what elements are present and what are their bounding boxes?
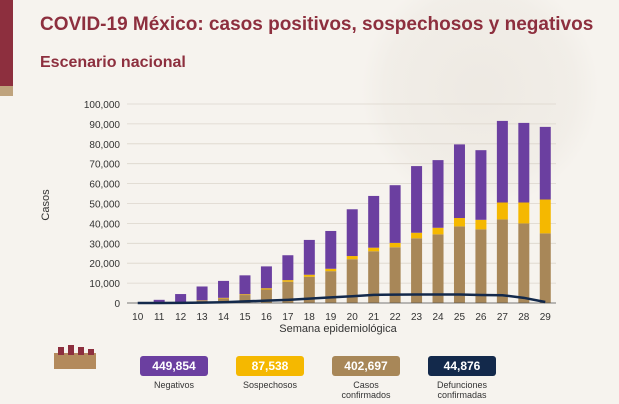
bar-negativos bbox=[453, 144, 465, 219]
bar-casos-confirmados bbox=[325, 271, 337, 303]
bar-negativos bbox=[411, 166, 423, 233]
x-tick-label: 21 bbox=[368, 312, 380, 323]
y-tick-label: 50,000 bbox=[89, 200, 120, 211]
bar-sospechosos bbox=[539, 199, 551, 234]
bar-sospechosos bbox=[411, 232, 423, 239]
y-axis-label: Casos bbox=[40, 189, 52, 221]
bar-negativos bbox=[475, 150, 487, 220]
x-tick-label: 23 bbox=[411, 312, 423, 323]
y-tick-label: 10,000 bbox=[89, 279, 120, 290]
bar-sospechosos bbox=[518, 202, 530, 224]
x-tick-label: 14 bbox=[218, 312, 230, 323]
y-tick-label: 70,000 bbox=[89, 160, 120, 171]
bar-sospechosos bbox=[303, 274, 315, 277]
bar-negativos bbox=[432, 160, 444, 228]
bar-sospechosos bbox=[432, 227, 444, 235]
bar-casos-confirmados bbox=[539, 233, 551, 303]
bar-negativos bbox=[325, 230, 337, 269]
bar-sospechosos bbox=[282, 280, 294, 282]
bar-negativos bbox=[282, 255, 294, 281]
bar-sospechosos bbox=[496, 202, 508, 220]
sospechosos-total-badge: 87,538 bbox=[236, 356, 304, 376]
x-tick-label: 29 bbox=[540, 312, 552, 323]
bar-sospechosos bbox=[260, 288, 272, 290]
x-axis-label: Semana epidemiológica bbox=[279, 323, 397, 335]
x-tick-label: 20 bbox=[347, 312, 359, 323]
x-tick-label: 11 bbox=[154, 312, 165, 323]
confirmados-total-badge: 402,697 bbox=[332, 356, 400, 376]
bar-negativos bbox=[518, 122, 530, 203]
bar-casos-confirmados bbox=[453, 226, 465, 303]
bar-negativos bbox=[196, 286, 208, 301]
bar-negativos bbox=[346, 209, 358, 257]
bar-negativos bbox=[260, 266, 272, 289]
bar-sospechosos bbox=[346, 256, 358, 260]
bar-negativos bbox=[153, 299, 165, 303]
bar-negativos bbox=[389, 185, 401, 243]
bar-casos-confirmados bbox=[346, 259, 358, 303]
bar-casos-confirmados bbox=[411, 238, 423, 303]
bar-negativos bbox=[539, 126, 551, 200]
defunciones-total-badge: 44,876 bbox=[428, 356, 496, 376]
defunciones-label: Defunciones confirmadas bbox=[436, 380, 488, 400]
bar-sospechosos bbox=[218, 297, 230, 299]
bar-negativos bbox=[218, 280, 230, 298]
bar-sospechosos bbox=[453, 218, 465, 227]
negativos-total-badge: 449,854 bbox=[140, 356, 208, 376]
bar-casos-confirmados bbox=[496, 219, 508, 303]
bar-negativos bbox=[239, 275, 251, 295]
bar-sospechosos bbox=[325, 268, 337, 272]
y-tick-label: 40,000 bbox=[89, 219, 120, 230]
stacked-bar-chart: 0 10,000 20,000 30,000 40,000 50,000 60,000 70,… bbox=[84, 100, 556, 323]
bar-negativos bbox=[496, 120, 508, 203]
y-tick-label: 20,000 bbox=[89, 259, 120, 270]
bar-casos-confirmados bbox=[368, 251, 380, 303]
bar-casos-confirmados bbox=[218, 298, 230, 303]
x-tick-label: 18 bbox=[304, 312, 316, 323]
bar-negativos bbox=[368, 195, 380, 248]
bar-casos-confirmados bbox=[303, 276, 315, 303]
bar-sospechosos bbox=[239, 294, 251, 296]
x-tick-label: 13 bbox=[197, 312, 209, 323]
y-tick-label: 100,000 bbox=[84, 100, 121, 111]
y-tick-label: 0 bbox=[114, 299, 120, 310]
x-tick-label: 24 bbox=[432, 312, 444, 323]
y-tick-label: 80,000 bbox=[89, 140, 120, 151]
x-tick-label: 22 bbox=[390, 312, 402, 323]
x-tick-label: 17 bbox=[282, 312, 294, 323]
bar-negativos bbox=[175, 294, 187, 303]
brand-side-bar bbox=[0, 0, 13, 86]
bar-casos-confirmados bbox=[282, 281, 294, 303]
bar-negativos bbox=[303, 239, 315, 275]
defunciones-line bbox=[137, 293, 546, 305]
bar-sospechosos bbox=[475, 219, 487, 230]
bar-casos-confirmados bbox=[239, 295, 251, 303]
government-logo-icon bbox=[54, 345, 96, 369]
y-tick-label: 30,000 bbox=[89, 239, 120, 250]
x-tick-label: 15 bbox=[239, 312, 251, 323]
brand-accent-bar bbox=[0, 86, 13, 96]
bar-sospechosos bbox=[389, 242, 401, 248]
bar-casos-confirmados bbox=[389, 247, 401, 303]
x-tick-label: 12 bbox=[175, 312, 187, 323]
x-tick-label: 16 bbox=[261, 312, 273, 323]
x-tick-label: 28 bbox=[518, 312, 530, 323]
bar-casos-confirmados bbox=[260, 289, 272, 303]
bar-casos-confirmados bbox=[432, 234, 444, 303]
x-tick-label: 26 bbox=[475, 312, 487, 323]
page-title: COVID-19 México: casos positivos, sospec… bbox=[40, 14, 594, 35]
negativos-label: Negativos bbox=[153, 380, 195, 390]
x-tick-label: 25 bbox=[454, 312, 466, 323]
bar-casos-confirmados bbox=[475, 229, 487, 303]
sospechosos-label: Sospechosos bbox=[242, 380, 298, 390]
x-tick-label: 27 bbox=[497, 312, 509, 323]
confirmados-label: Casos confirmados bbox=[341, 380, 391, 400]
bar-casos-confirmados bbox=[518, 223, 530, 303]
page-subtitle: Escenario nacional bbox=[40, 54, 186, 71]
y-tick-label: 60,000 bbox=[89, 180, 120, 191]
x-tick-label: 10 bbox=[132, 312, 144, 323]
x-tick-label: 19 bbox=[325, 312, 337, 323]
y-tick-label: 90,000 bbox=[89, 120, 120, 131]
bar-sospechosos bbox=[368, 247, 380, 252]
